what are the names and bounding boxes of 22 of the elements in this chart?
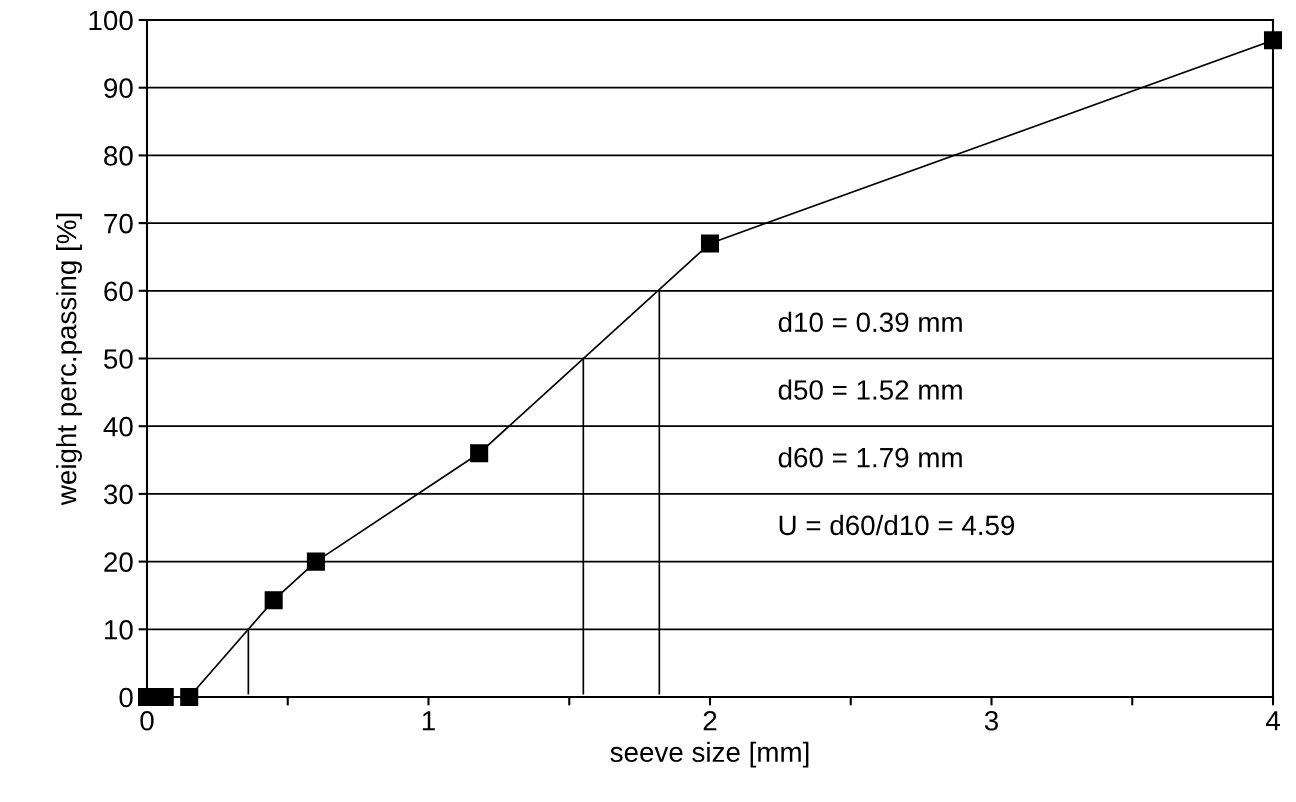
- y-tick-label: 90: [104, 78, 133, 99]
- y-axis-title: weight perc.passing [%]: [56, 213, 82, 506]
- x-tick-label: 0: [140, 710, 154, 731]
- annotation: d60 = 1.79 mm: [778, 447, 962, 468]
- x-tick-label: 1: [422, 711, 435, 731]
- y-tick-label: 50: [104, 349, 133, 369]
- x-axis-title: seeve size [mm]: [610, 741, 809, 768]
- y-tick-label: 10: [105, 619, 133, 640]
- y-tick-label: 100: [89, 10, 133, 31]
- y-tick-label: 80: [104, 146, 133, 166]
- annotation: U = d60/d10 = 4.59: [779, 514, 1015, 536]
- annotation: d50 = 1.52 mm: [778, 379, 962, 400]
- y-tick-label: 20: [104, 552, 133, 572]
- x-tick-label: 3: [984, 710, 998, 731]
- y-tick-label: 30: [103, 484, 133, 505]
- annotation: d10 = 0.39 mm: [778, 311, 962, 333]
- y-tick-label: 60: [104, 281, 133, 302]
- y-tick-label: 70: [104, 213, 133, 234]
- x-tick-label: 4: [1265, 711, 1280, 731]
- y-tick-label: 40: [103, 416, 133, 437]
- x-tick-label: 2: [703, 710, 717, 731]
- y-tick-label: 0: [119, 687, 133, 708]
